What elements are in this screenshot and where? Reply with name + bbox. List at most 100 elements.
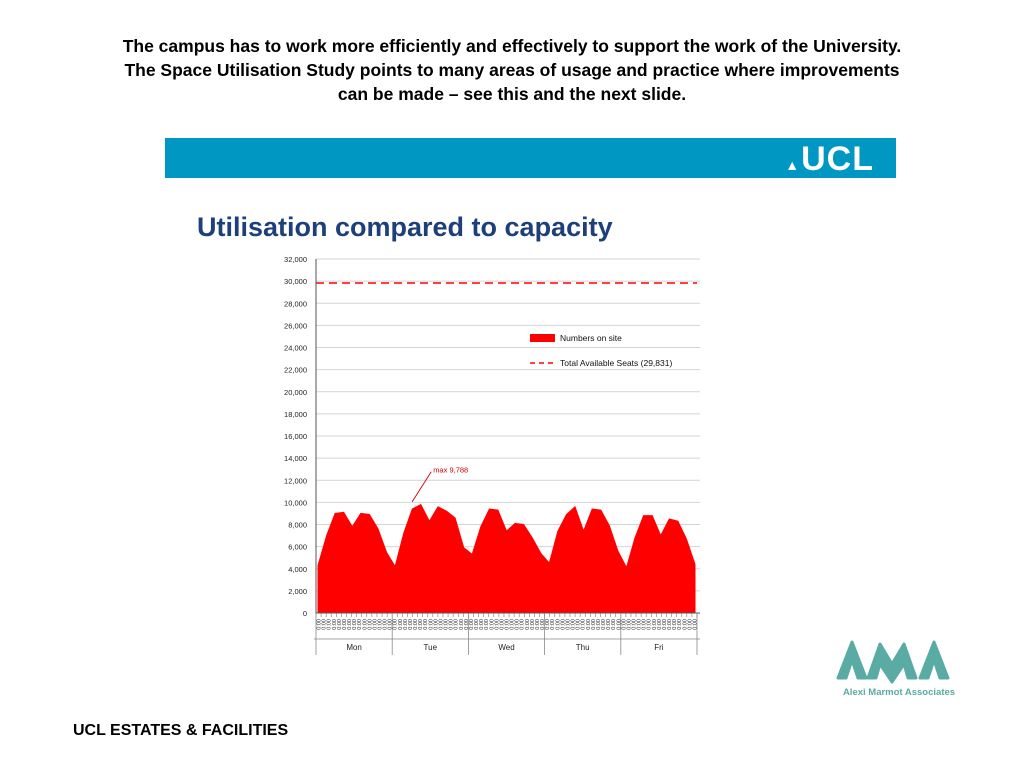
ucl-banner: ▲UCL bbox=[165, 138, 896, 178]
x-tick-label: 0:00 bbox=[662, 619, 668, 630]
x-tick-label: 0:00 bbox=[459, 619, 465, 630]
chart-axes: 0 2,000 4,000 6,000 8,000 10,000 12,000 14,000 1… bbox=[284, 255, 700, 655]
x-tick-label: 0:00 bbox=[489, 619, 495, 630]
x-tick-label: 0:00 bbox=[642, 619, 648, 630]
x-tick-label: 0:00 bbox=[510, 619, 516, 630]
day-label: Tue bbox=[424, 643, 438, 652]
y-tick-label: 12,000 bbox=[284, 476, 307, 485]
y-tick-label: 18,000 bbox=[284, 410, 307, 419]
x-tick-label: 0:00 bbox=[611, 619, 617, 630]
y-tick-label: 10,000 bbox=[284, 498, 307, 507]
x-tick-label: 0:00 bbox=[433, 619, 439, 630]
heading-line-3: can be made – see this and the next slid… bbox=[337, 84, 687, 104]
x-tick-label: 0:00 bbox=[576, 619, 582, 630]
x-tick-label: 0:00 bbox=[652, 619, 658, 630]
x-tick-label: 0:00 bbox=[515, 619, 521, 630]
chart-legend: Numbers on site Total Available Seats (29… bbox=[530, 333, 672, 368]
x-tick-label: 0:00 bbox=[591, 619, 597, 630]
heading-line-2: The Space Utilisation Study points to ma… bbox=[124, 60, 900, 80]
y-tick-label: 30,000 bbox=[284, 277, 307, 286]
ama-letter-shape bbox=[836, 640, 868, 680]
x-tick-label: 0:00 bbox=[692, 619, 698, 630]
ama-company-name: Alexi Marmot Associates bbox=[843, 687, 955, 698]
x-tick-label: 0:00 bbox=[555, 619, 561, 630]
x-tick-label: 0:00 bbox=[525, 619, 531, 630]
x-tick-label: 0:00 bbox=[479, 619, 485, 630]
x-tick-label: 0:00 bbox=[677, 619, 683, 630]
x-tick-label: 0:00 bbox=[520, 619, 526, 630]
x-tick-label: 0:00 bbox=[474, 619, 480, 630]
x-tick-label: 0:00 bbox=[616, 619, 622, 630]
x-tick-label: 0:00 bbox=[550, 619, 556, 630]
y-tick-label: 26,000 bbox=[284, 321, 307, 330]
ama-logo: Alexi Marmot Associates bbox=[836, 640, 955, 698]
x-tick-label: 0:00 bbox=[672, 619, 678, 630]
x-tick-label: 0:00 bbox=[647, 619, 653, 630]
ama-letter-shape bbox=[918, 640, 950, 680]
x-tick-label: 0:00 bbox=[398, 619, 404, 630]
x-tick-label: 0:00 bbox=[494, 619, 500, 630]
x-tick-label: 0:00 bbox=[499, 619, 505, 630]
x-tick-label: 0:00 bbox=[637, 619, 643, 630]
x-tick-label: 0:00 bbox=[449, 619, 455, 630]
y-tick-label: 8,000 bbox=[288, 521, 307, 530]
heading-line-1: The campus has to work more efficiently … bbox=[122, 36, 902, 56]
chart-title: Utilisation compared to capacity bbox=[197, 212, 613, 242]
x-tick-label: 0:00 bbox=[505, 619, 511, 630]
x-tick-label: 0:00 bbox=[388, 619, 394, 630]
x-tick-label: 0:00 bbox=[317, 619, 323, 630]
x-tick-label: 0:00 bbox=[565, 619, 571, 630]
x-tick-label: 0:00 bbox=[367, 619, 373, 630]
x-tick-label: 0:00 bbox=[687, 619, 693, 630]
x-tick-label: 0:00 bbox=[682, 619, 688, 630]
x-tick-label: 0:00 bbox=[337, 619, 343, 630]
footer-text: UCL ESTATES & FACILITIES bbox=[73, 722, 289, 739]
x-tick-label: 0:00 bbox=[372, 619, 378, 630]
x-tick-label: 0:00 bbox=[378, 619, 384, 630]
x-tick-label: 0:00 bbox=[342, 619, 348, 630]
legend-area-swatch bbox=[530, 334, 555, 342]
numbers-on-site-area bbox=[317, 503, 696, 614]
x-tick-label: 0:00 bbox=[423, 619, 429, 630]
x-tick-label: 0:00 bbox=[438, 619, 444, 630]
day-label: Fri bbox=[654, 643, 664, 652]
x-tick-label: 0:00 bbox=[657, 619, 663, 630]
y-tick-label: 2,000 bbox=[288, 587, 307, 596]
x-tick-label: 0:00 bbox=[413, 619, 419, 630]
ucl-logo-text: UCL bbox=[801, 140, 874, 178]
x-tick-label: 0:00 bbox=[545, 619, 551, 630]
y-tick-label: 4,000 bbox=[288, 565, 307, 574]
ama-logo-mark-icon bbox=[836, 640, 950, 684]
y-tick-label: 20,000 bbox=[284, 388, 307, 397]
x-tick-label: 0:00 bbox=[632, 619, 638, 630]
x-tick-label: 0:00 bbox=[322, 619, 328, 630]
max-callout-line bbox=[411, 471, 432, 502]
y-tick-label: 14,000 bbox=[284, 454, 307, 463]
x-tick-label: 0:00 bbox=[484, 619, 490, 630]
chart-annotations: max 9,788 bbox=[411, 466, 468, 502]
y-tick-label: 6,000 bbox=[288, 543, 307, 552]
x-tick-label: 0:00 bbox=[560, 619, 566, 630]
x-tick-label: 0:00 bbox=[571, 619, 577, 630]
x-tick-label: 0:00 bbox=[530, 619, 536, 630]
x-tick-label: 0:00 bbox=[606, 619, 612, 630]
x-tick-label: 0:00 bbox=[469, 619, 475, 630]
ama-letter-shape bbox=[866, 642, 918, 684]
x-tick-label: 0:00 bbox=[428, 619, 434, 630]
ucl-logo-caret-icon: ▲ bbox=[785, 157, 801, 173]
y-tick-label: 32,000 bbox=[284, 255, 307, 264]
day-label: Mon bbox=[346, 643, 362, 652]
x-tick-label: 0:00 bbox=[352, 619, 358, 630]
y-tick-label: 22,000 bbox=[284, 366, 307, 375]
legend-label-numbers-on-site: Numbers on site bbox=[560, 333, 622, 343]
x-tick-label: 0:00 bbox=[626, 619, 632, 630]
chart-series bbox=[316, 282, 697, 614]
max-callout-label: max 9,788 bbox=[433, 466, 468, 475]
legend-label-total-seats: Total Available Seats (29,831) bbox=[560, 358, 672, 368]
x-tick-label: 0:00 bbox=[540, 619, 546, 630]
y-tick-label: 16,000 bbox=[284, 432, 307, 441]
x-tick-label: 0:00 bbox=[601, 619, 607, 630]
x-tick-label: 0:00 bbox=[408, 619, 414, 630]
x-tick-label: 0:00 bbox=[332, 619, 338, 630]
